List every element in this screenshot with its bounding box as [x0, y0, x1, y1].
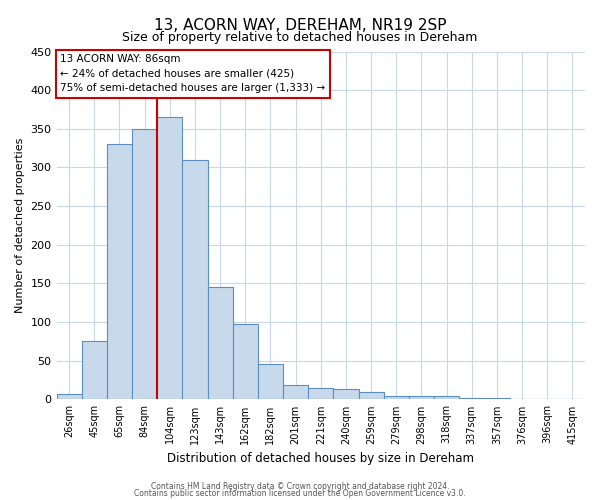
Bar: [308, 388, 334, 400]
Bar: [56, 394, 82, 400]
Bar: [107, 144, 132, 400]
Bar: [383, 396, 409, 400]
Bar: [157, 117, 182, 400]
Text: Contains public sector information licensed under the Open Government Licence v3: Contains public sector information licen…: [134, 489, 466, 498]
Bar: [233, 324, 258, 400]
Y-axis label: Number of detached properties: Number of detached properties: [15, 138, 25, 313]
X-axis label: Distribution of detached houses by size in Dereham: Distribution of detached houses by size …: [167, 452, 474, 465]
Bar: [82, 342, 107, 400]
Bar: [359, 392, 383, 400]
Bar: [182, 160, 208, 400]
Bar: [484, 398, 509, 400]
Text: 13 ACORN WAY: 86sqm
← 24% of detached houses are smaller (425)
75% of semi-detac: 13 ACORN WAY: 86sqm ← 24% of detached ho…: [61, 54, 325, 94]
Text: 13, ACORN WAY, DEREHAM, NR19 2SP: 13, ACORN WAY, DEREHAM, NR19 2SP: [154, 18, 446, 32]
Text: Contains HM Land Registry data © Crown copyright and database right 2024.: Contains HM Land Registry data © Crown c…: [151, 482, 449, 491]
Bar: [283, 384, 308, 400]
Bar: [334, 390, 359, 400]
Bar: [132, 129, 157, 400]
Bar: [509, 398, 535, 400]
Bar: [409, 396, 434, 400]
Bar: [434, 396, 459, 400]
Bar: [208, 288, 233, 400]
Text: Size of property relative to detached houses in Dereham: Size of property relative to detached ho…: [122, 31, 478, 44]
Bar: [459, 398, 484, 400]
Bar: [560, 398, 585, 400]
Bar: [258, 364, 283, 400]
